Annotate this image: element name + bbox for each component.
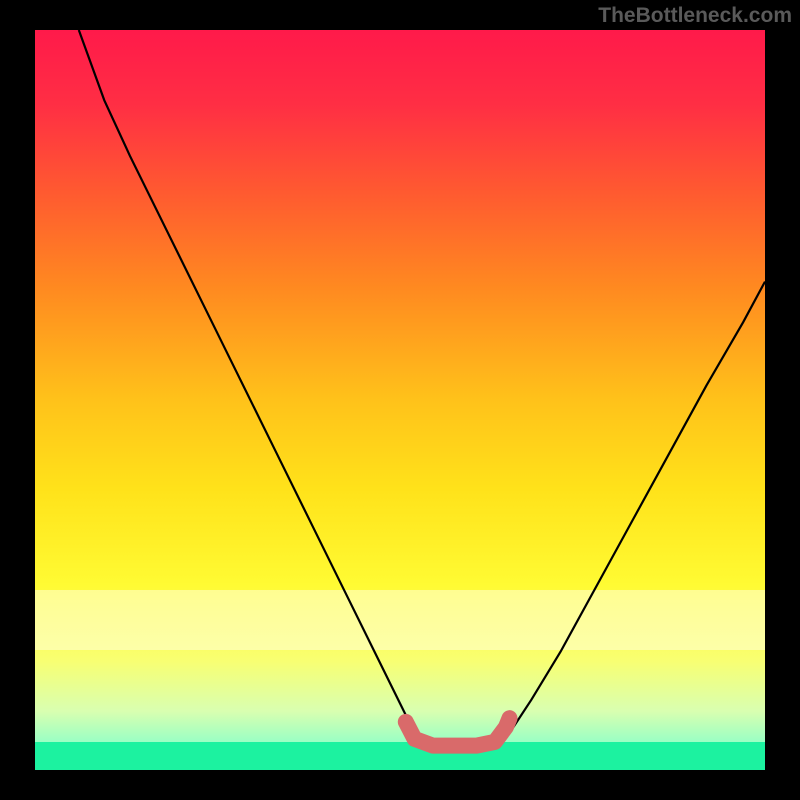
right-curve [510,282,766,733]
curves-svg [35,30,765,770]
watermark-text: TheBottleneck.com [598,4,792,28]
bottom-marker [406,718,510,745]
plot-area [35,30,765,770]
chart-container: TheBottleneck.com [0,0,800,800]
left-curve [79,30,415,733]
